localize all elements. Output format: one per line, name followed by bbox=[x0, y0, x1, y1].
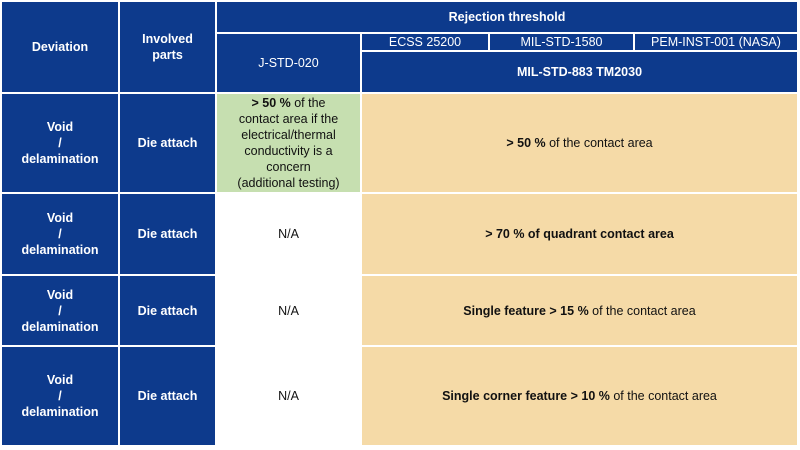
row-deviation: Void / delamination bbox=[0, 274, 120, 347]
threshold-text: of the contact area bbox=[545, 136, 653, 150]
deviation-line: delamination bbox=[21, 243, 99, 257]
table-row: Void / delamination Die attach N/A > 70 … bbox=[0, 192, 799, 276]
table-row: Void / delamination Die attach N/A Singl… bbox=[0, 274, 799, 347]
jstd-text: conductivity is a bbox=[244, 144, 333, 158]
header-jstd-020: J-STD-020 bbox=[215, 32, 362, 94]
header-involved-parts-line2: parts bbox=[152, 48, 183, 62]
row-involved-part: Die attach bbox=[118, 274, 217, 347]
threshold-bold: > 70 % of quadrant contact area bbox=[485, 227, 674, 241]
row-jstd-threshold: N/A bbox=[215, 192, 362, 276]
row-other-threshold: Single corner feature > 10 % of the cont… bbox=[360, 345, 799, 447]
row-jstd-threshold: N/A bbox=[215, 345, 362, 447]
row-involved-part: Die attach bbox=[118, 192, 217, 276]
deviation-line: / bbox=[58, 227, 62, 241]
threshold-bold: Single corner feature > 10 % bbox=[442, 389, 610, 403]
row-other-threshold: Single feature > 15 % of the contact are… bbox=[360, 274, 799, 347]
deviation-line: / bbox=[58, 303, 62, 318]
deviation-line: / bbox=[58, 389, 62, 403]
row-involved-part: Die attach bbox=[118, 92, 217, 194]
deviation-line: Void bbox=[46, 211, 74, 225]
deviation-line: / bbox=[58, 136, 62, 150]
jstd-bold: > 50 % bbox=[251, 96, 291, 110]
row-deviation: Void / delamination bbox=[0, 345, 120, 447]
jstd-text: of the bbox=[290, 96, 326, 110]
threshold-bold: Single feature > 15 % bbox=[463, 303, 589, 318]
table-row: Void / delamination Die attach N/A Singl… bbox=[0, 345, 799, 447]
header-mil-std-1580: MIL-STD-1580 bbox=[488, 32, 635, 52]
jstd-text: concern bbox=[266, 160, 311, 174]
row-deviation: Void / delamination bbox=[0, 192, 120, 276]
deviation-line: Void bbox=[46, 120, 74, 134]
jstd-text: electrical/thermal bbox=[241, 128, 336, 142]
header-pem-inst-001: PEM-INST-001 (NASA) bbox=[633, 32, 799, 52]
header-mil-std-883: MIL-STD-883 TM2030 bbox=[360, 50, 799, 94]
jstd-text: (additional testing) bbox=[237, 176, 340, 190]
header-rejection-threshold: Rejection threshold bbox=[215, 0, 799, 34]
header-ecss-25200: ECSS 25200 bbox=[360, 32, 490, 52]
deviation-line: delamination bbox=[21, 152, 99, 166]
row-other-threshold: > 50 % of the contact area bbox=[360, 92, 799, 194]
row-other-threshold: > 70 % of quadrant contact area bbox=[360, 192, 799, 276]
row-jstd-threshold: > 50 % of the contact area if the electr… bbox=[215, 92, 362, 194]
deviation-line: Void bbox=[46, 287, 74, 302]
row-jstd-threshold: N/A bbox=[215, 274, 362, 347]
row-deviation: Void / delamination bbox=[0, 92, 120, 194]
row-involved-part: Die attach bbox=[118, 345, 217, 447]
table-row: Void / delamination Die attach > 50 % of… bbox=[0, 92, 799, 194]
header-involved-parts: Involved parts bbox=[118, 0, 217, 94]
threshold-text: of the contact area bbox=[609, 389, 717, 403]
threshold-bold: > 50 % bbox=[506, 136, 546, 150]
header-deviation: Deviation bbox=[0, 0, 120, 94]
deviation-line: delamination bbox=[21, 319, 99, 334]
deviation-line: delamination bbox=[21, 405, 99, 419]
jstd-text: contact area if the bbox=[238, 112, 339, 126]
deviation-line: Void bbox=[46, 373, 74, 387]
threshold-text: of the contact area bbox=[588, 303, 696, 318]
header-involved-parts-line1: Involved bbox=[142, 32, 193, 46]
